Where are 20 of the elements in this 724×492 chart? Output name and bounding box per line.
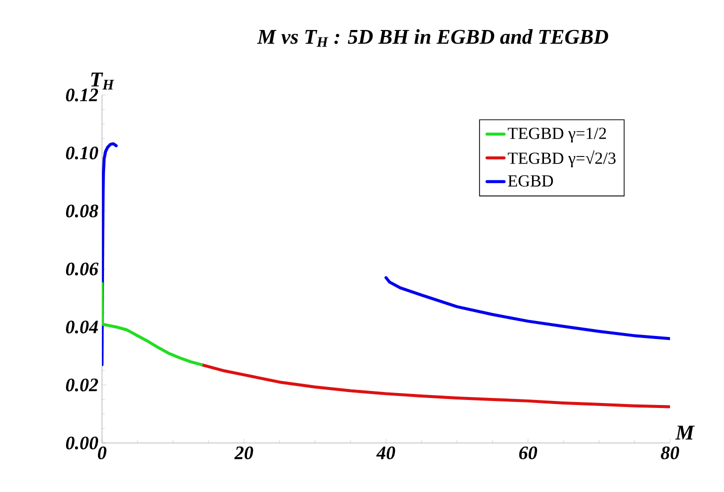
chart-title: M vs T$_{H}$ : 5D BH in EGBD and TEGBD bbox=[257, 29, 608, 47]
y-tick-label: 0.12 bbox=[66, 88, 98, 102]
y-tick-label: 0.10 bbox=[66, 146, 98, 160]
line-series bbox=[200, 363, 670, 408]
legend-label: TEGBD γ=1/2 bbox=[508, 128, 606, 143]
y-tick-label: 0.02 bbox=[66, 378, 98, 392]
y-tick-label: 0.04 bbox=[66, 320, 98, 334]
legend-label: TEGBD γ=√2/3 bbox=[508, 150, 616, 168]
x-axis-title: M bbox=[675, 426, 695, 440]
y-tick-label: 0.08 bbox=[66, 204, 98, 218]
x-tick-label: 60 bbox=[519, 446, 538, 460]
y-tick-label: 0.00 bbox=[66, 436, 98, 450]
legend-label: EGBD bbox=[508, 175, 553, 187]
x-tick-label: 0 bbox=[98, 446, 106, 460]
y-axis-title: T$_{H}$ bbox=[91, 72, 114, 90]
line-series bbox=[102, 282, 203, 366]
x-tick-label: 20 bbox=[234, 446, 254, 460]
y-tick-label: 0.06 bbox=[66, 262, 98, 276]
x-tick-label: 80 bbox=[660, 446, 680, 460]
x-tick-label: 40 bbox=[376, 446, 396, 460]
